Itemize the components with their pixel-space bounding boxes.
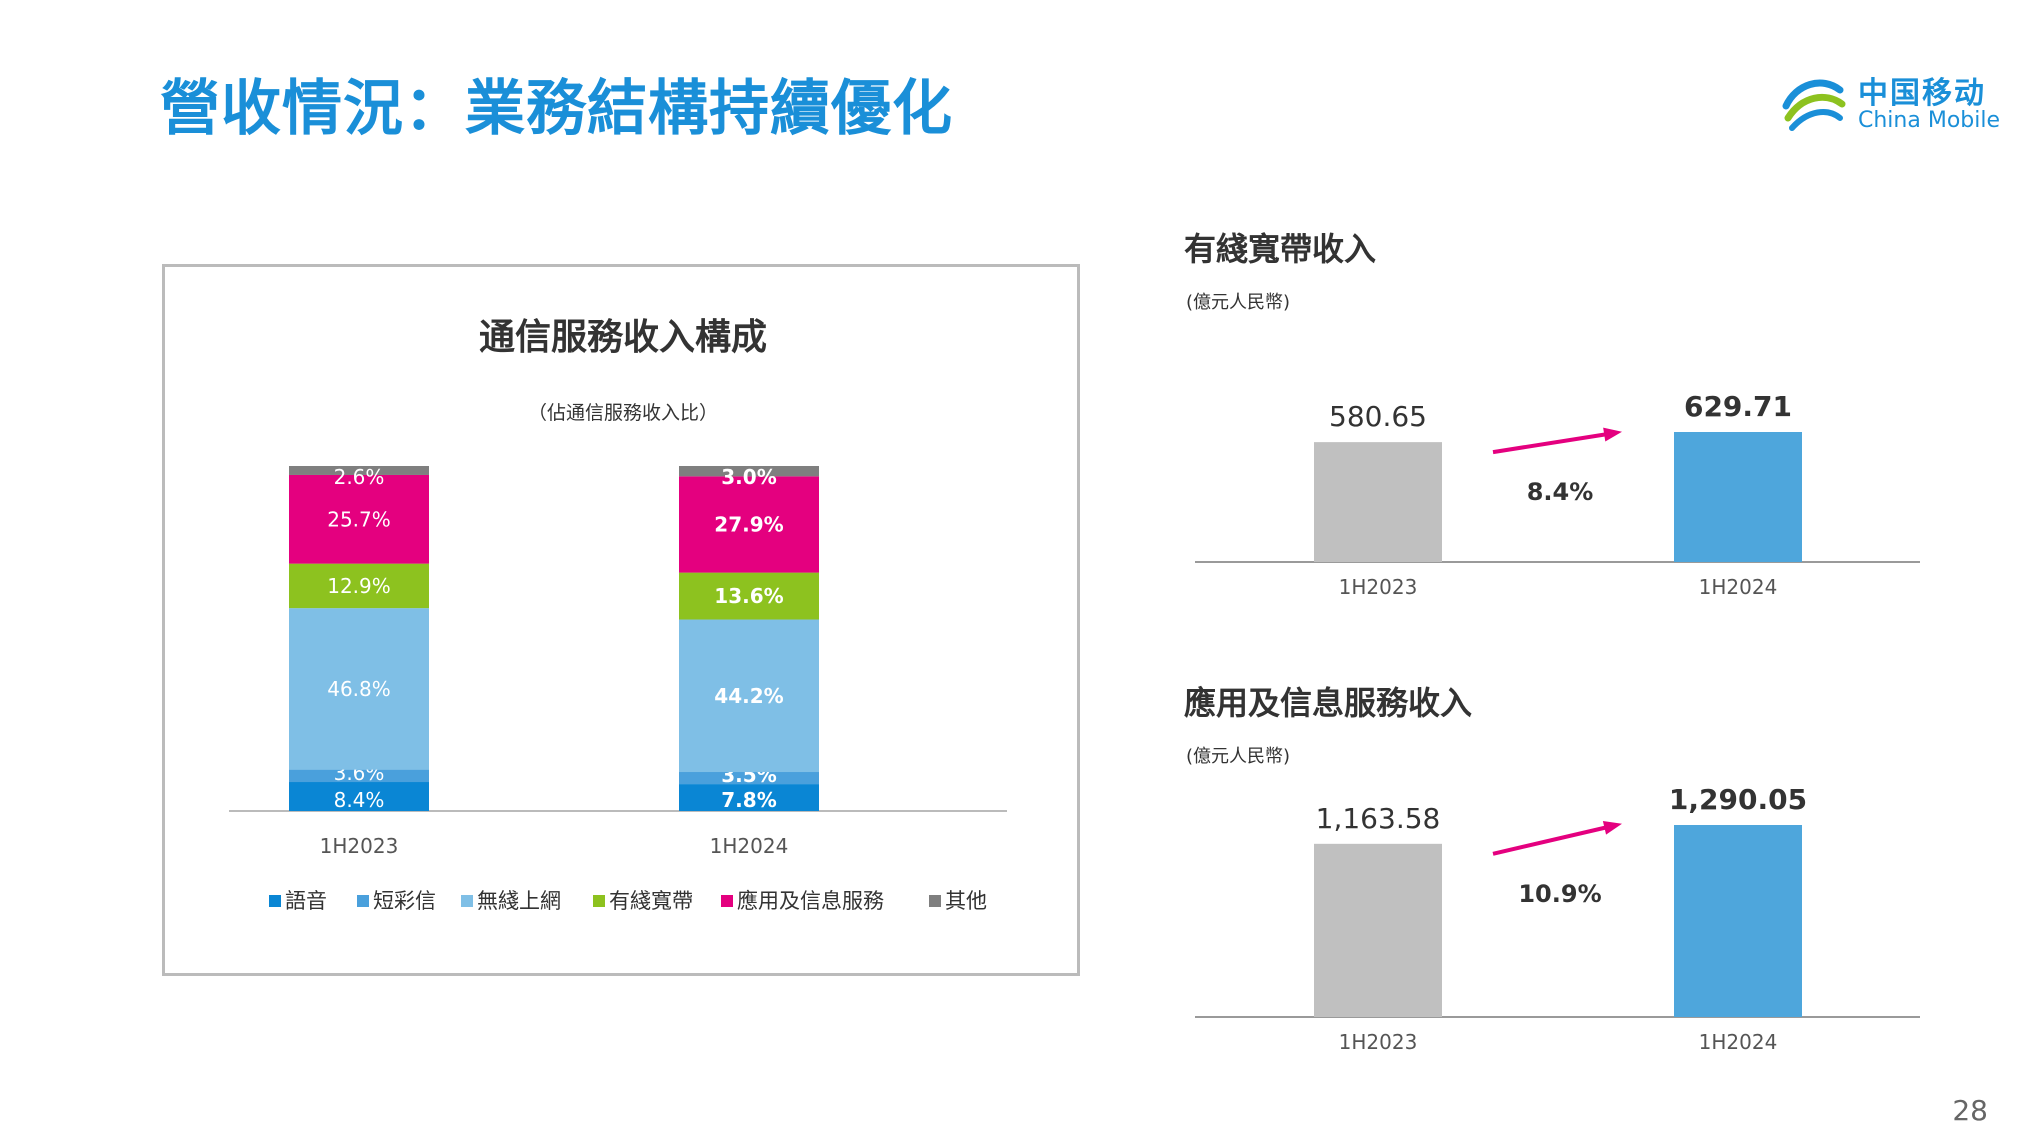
growth-arrow-head	[1603, 427, 1622, 442]
value-label: 629.71	[1684, 390, 1792, 423]
broadband-bars: 580.65 1H2023 629.71 1H2024 8.4%	[1195, 390, 1920, 599]
bar-segment	[679, 619, 819, 773]
logo-chinese-text: 中国移动	[1858, 76, 1986, 111]
stacked-bars: 8.4%3.6%46.8%12.9%25.7%2.6%7.8%3.5%44.2%…	[289, 465, 819, 812]
segment-label: 8.4%	[334, 788, 385, 812]
bar-segment	[679, 466, 819, 477]
growth-arrow-head	[1602, 821, 1622, 835]
app-info-chart-title: 應用及信息服務收入	[1184, 684, 1472, 722]
bar-segment	[289, 608, 429, 770]
legend-label: 有綫寬帶	[609, 889, 693, 913]
growth-arrow	[1492, 825, 1609, 856]
bar-segment	[679, 772, 819, 785]
segment-label: 25.7%	[327, 507, 391, 531]
legend-label: 短彩信	[373, 889, 436, 913]
segment-label: 12.9%	[327, 574, 391, 598]
legend: 語音 短彩信 無綫上網 有綫寬帶 應用及信息服務 其他	[269, 889, 987, 913]
legend-swatch	[593, 895, 605, 907]
growth-label: 10.9%	[1518, 880, 1601, 908]
bar-segment	[289, 466, 429, 475]
broadband-chart-unit: (億元人民幣)	[1186, 292, 1290, 313]
chart-title: 通信服務收入構成	[479, 317, 767, 358]
bar-segment	[289, 474, 429, 564]
value-label: 580.65	[1329, 400, 1427, 433]
category-label: 1H2024	[1699, 575, 1778, 599]
stacked-bar-chart: 通信服務收入構成 （佔通信服務收入比） 8.4%3.6%46.8%12.9%25…	[229, 317, 1007, 913]
bar-segment	[679, 476, 819, 573]
bar	[1314, 442, 1442, 562]
category-label: 1H2024	[710, 834, 789, 858]
legend-label: 應用及信息服務	[737, 889, 884, 913]
bar-segment	[289, 769, 429, 783]
bar-segment	[289, 563, 429, 609]
bar	[1674, 825, 1802, 1017]
value-label: 1,290.05	[1669, 783, 1807, 816]
category-label: 1H2023	[1339, 1030, 1418, 1054]
app-info-bars: 1,163.58 1H2023 1,290.05 1H2024 10.9%	[1195, 783, 1920, 1054]
segment-label: 46.8%	[327, 677, 391, 701]
legend-label: 其他	[945, 889, 987, 913]
legend-swatch	[721, 895, 733, 907]
legend-label: 無綫上網	[477, 889, 561, 913]
app-info-chart-unit: (億元人民幣)	[1186, 746, 1290, 767]
chart-subtitle: （佔通信服務收入比）	[528, 402, 718, 424]
segment-label: 44.2%	[714, 684, 783, 708]
page-number: 28	[1952, 1094, 1988, 1127]
segment-label: 7.8%	[721, 788, 776, 812]
legend-swatch	[461, 895, 473, 907]
bar-segment	[679, 572, 819, 620]
growth-arrow	[1492, 432, 1609, 455]
segment-label: 3.0%	[721, 465, 776, 489]
legend-swatch	[269, 895, 281, 907]
legend-swatch	[357, 895, 369, 907]
page-title: 營收情況：業務結構持續優化	[160, 74, 953, 144]
bar-segment	[679, 784, 819, 811]
broadband-chart-title: 有綫寬帶收入	[1184, 230, 1376, 268]
segment-label: 2.6%	[334, 465, 385, 489]
communication-revenue-panel: 通信服務收入構成 （佔通信服務收入比） 8.4% 3.6% 46.8% 12.9% 25…	[162, 264, 1080, 976]
segment-label: 13.6%	[714, 584, 783, 608]
category-labels: 1H2023 1H2024	[320, 834, 789, 858]
revenue-bar-charts: 有綫寬帶收入 (億元人民幣) 580.65 1H2023 629.71 1H2024 8…	[1184, 230, 1920, 1054]
category-label: 1H2023	[320, 834, 399, 858]
legend-label: 語音	[285, 889, 327, 913]
category-label: 1H2024	[1699, 1030, 1778, 1054]
category-label: 1H2023	[1339, 575, 1418, 599]
logo-english-text: China Mobile	[1858, 108, 2001, 133]
bar	[1674, 432, 1802, 562]
bar	[1314, 843, 1442, 1017]
bar-segment	[289, 782, 429, 811]
segment-label: 27.9%	[714, 512, 783, 536]
china-mobile-logo-icon	[1782, 79, 1846, 131]
growth-label: 8.4%	[1527, 478, 1594, 506]
value-label: 1,163.58	[1316, 802, 1441, 835]
china-mobile-logo: 中国移动 China Mobile	[1778, 64, 2001, 144]
legend-swatch	[929, 895, 941, 907]
